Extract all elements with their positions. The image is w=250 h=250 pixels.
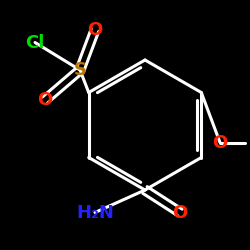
Text: O: O <box>38 91 52 109</box>
Text: H₂N: H₂N <box>76 204 114 222</box>
Text: O: O <box>88 21 103 39</box>
Text: Cl: Cl <box>25 34 45 52</box>
Text: O: O <box>172 204 188 222</box>
Text: O: O <box>212 134 228 152</box>
Text: S: S <box>74 61 86 79</box>
